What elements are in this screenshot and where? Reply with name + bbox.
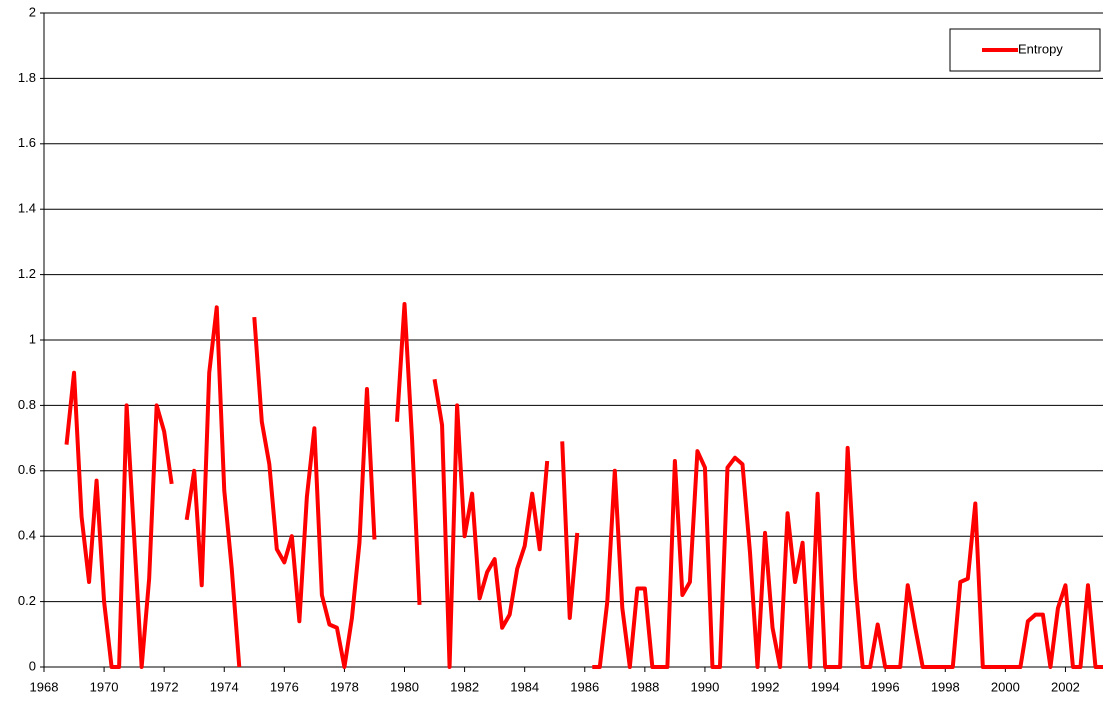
x-tick-label: 1972 [150,679,179,694]
y-tick-label: 1.8 [18,70,36,85]
y-tick-label: 1.2 [18,266,36,281]
x-tick-label: 1994 [811,679,840,694]
x-tick-label: 1998 [931,679,960,694]
x-tick-label: 1980 [390,679,419,694]
y-tick-label: 1.4 [18,201,36,216]
x-tick-label: 1986 [570,679,599,694]
y-tick-label: 0.6 [18,462,36,477]
legend-box [949,28,1101,72]
y-tick-label: 2 [29,4,36,19]
y-tick-label: 0.4 [18,528,36,543]
y-tick-label: 1.6 [18,135,36,150]
legend-label: Entropy [1018,41,1063,56]
x-tick-label: 1978 [330,679,359,694]
x-tick-label: 2002 [1051,679,1080,694]
y-tick-label: 0 [29,658,36,673]
x-tick-label: 1996 [871,679,900,694]
x-tick-label: 1984 [510,679,539,694]
x-tick-label: 1988 [630,679,659,694]
x-tick-label: 1982 [450,679,479,694]
x-tick-label: 1976 [270,679,299,694]
data-line [64,302,1103,669]
y-tick-label: 0.8 [18,397,36,412]
x-tick-label: 1970 [90,679,119,694]
x-tick-label: 1974 [210,679,239,694]
y-tick-label: 0.2 [18,593,36,608]
x-tick-label: 2000 [991,679,1020,694]
x-tick-label: 1992 [751,679,780,694]
x-tick-label: 1990 [690,679,719,694]
y-tick-label: 1 [29,331,36,346]
x-tick-label: 1968 [30,679,59,694]
